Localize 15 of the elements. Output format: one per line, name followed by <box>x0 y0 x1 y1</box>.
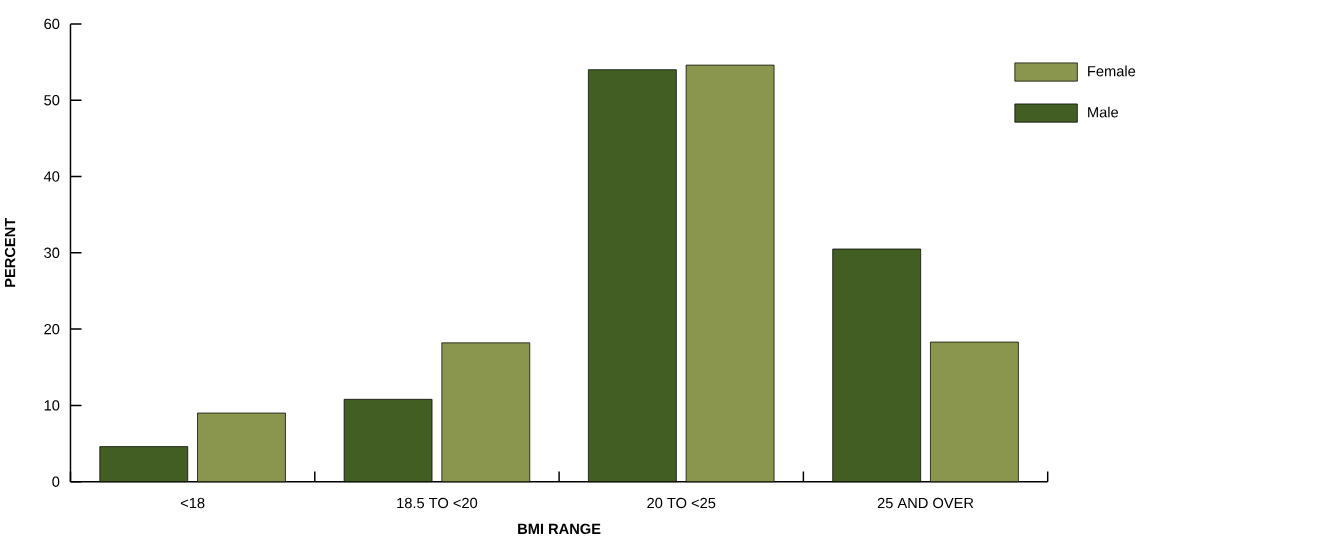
y-axis-title: PERCENT <box>4 217 16 287</box>
y-tick-label: 60 <box>44 18 60 30</box>
y-tick-label: 10 <box>44 400 60 411</box>
x-tick-label: 25 AND OVER <box>877 497 974 509</box>
y-tick-label: 0 <box>52 476 60 487</box>
y-tick-label: 30 <box>44 247 60 258</box>
legend-label: Male <box>1088 106 1119 118</box>
y-tick-label: 20 <box>44 323 60 335</box>
x-tick-label: 20 TO <25 <box>647 497 716 509</box>
x-tick-label: <18 <box>180 497 205 509</box>
x-tick-label: 18.5 TO <20 <box>397 497 478 509</box>
y-tick-label: 50 <box>44 94 60 106</box>
legend-label: Female <box>1088 65 1136 77</box>
x-axis-title: BMI RANGE <box>518 523 601 534</box>
y-tick-label: 40 <box>43 171 60 182</box>
